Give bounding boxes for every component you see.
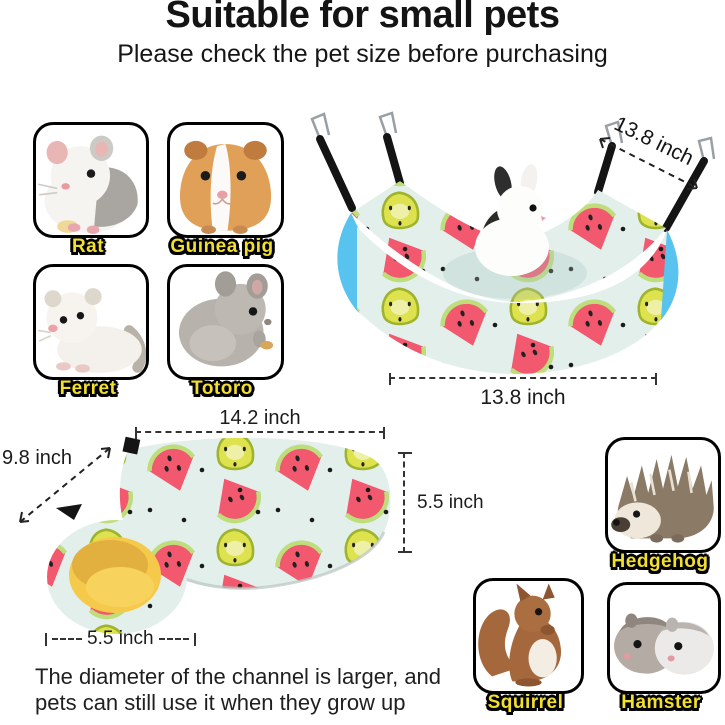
footer-line1: The diameter of the channel is larger, a…: [35, 664, 442, 689]
squirrel-label: Squirrel: [487, 692, 564, 713]
totoro-photo: [178, 271, 274, 367]
ferret-photo-card: [33, 264, 149, 380]
tunnel-length-label: 14.2 inch: [219, 407, 301, 429]
hammock-width-label: 13.8 inch: [480, 386, 566, 409]
tunnel-opening-diameter-dimension: 5.5 inch: [45, 628, 196, 650]
hamster-photo-card: [607, 582, 721, 694]
footer-note: The diameter of the channel is larger, a…: [35, 664, 495, 716]
tunnel-product-image: [47, 436, 391, 634]
hedgehog-label: Hedgehog: [611, 551, 709, 572]
hedgehog-photo-card: [605, 437, 721, 553]
totoro-label: Totoro: [191, 378, 253, 399]
hammock-hanging-width-label: 13.8 inch: [611, 112, 698, 170]
tunnel-opening-diameter-label: 5.5 inch: [87, 628, 154, 649]
tunnel-diagonal-arrow: [19, 447, 111, 523]
tunnel-diagonal-height-label: 9.8 inch: [2, 447, 73, 469]
squirrel-photo-card: [473, 578, 584, 694]
ferret-label: Ferret: [59, 378, 117, 399]
rat-photo-card: [33, 122, 149, 238]
page-subtitle: Please check the pet size before purchas…: [117, 40, 608, 68]
guinea-pig-photo: [179, 140, 272, 234]
hammock-product-image: 13.8 inch: [310, 111, 716, 374]
tunnel-side-height-label: 5.5 inch: [417, 492, 484, 513]
hammock-width-line: [389, 373, 657, 385]
hamster-photo: [614, 613, 714, 675]
tunnel-side-height-line: [398, 452, 412, 553]
rat-label: Rat: [71, 236, 105, 257]
guinea-pig-photo-card: [167, 122, 284, 238]
tunnel-length-line: [135, 427, 385, 439]
tunnel-tab-side: [56, 504, 82, 520]
dimension-dash: [52, 638, 82, 640]
ferret-photo: [37, 288, 146, 373]
dimension-dash: [158, 638, 189, 640]
hedgehog-photo: [611, 454, 714, 543]
hanging-clips: [310, 111, 716, 162]
tunnel-tube: [119, 437, 391, 589]
hammock-bottom-layer: [357, 227, 667, 374]
hammock-straps: [316, 133, 708, 232]
totoro-photo-card: [167, 264, 284, 380]
dimension-tick: [193, 632, 196, 646]
bunny-in-hammock: [475, 164, 549, 276]
dimension-tick: [45, 632, 47, 646]
hamster-label: Hamster: [621, 692, 701, 713]
footer-line2: pets can still use it when they grow up: [35, 690, 406, 715]
squirrel-photo: [478, 583, 562, 687]
page-title: Suitable for small pets: [165, 0, 560, 36]
guinea-pig-label: Guinea pig: [170, 236, 274, 257]
rat-photo: [37, 135, 138, 234]
tunnel-tab-top: [122, 436, 141, 455]
